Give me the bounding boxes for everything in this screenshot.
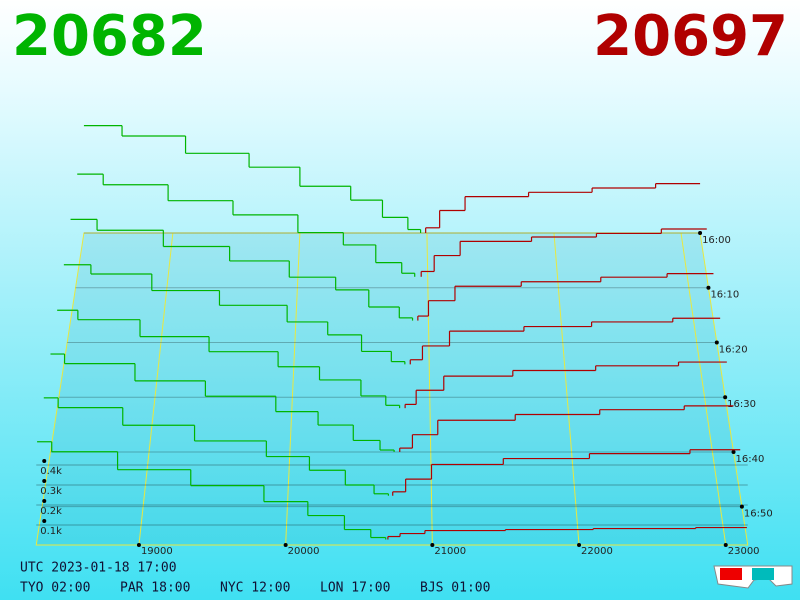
tick-dot	[42, 479, 47, 483]
tick-dot	[136, 543, 141, 547]
tick-dot	[739, 504, 744, 509]
tick-dot	[42, 499, 47, 503]
clock: PAR 18:00	[120, 581, 190, 596]
clock: TYO 02:00	[20, 581, 90, 596]
x-tick-label: 23000	[728, 546, 760, 557]
v-tick-label: 0.4k	[40, 466, 62, 477]
floor	[35, 232, 749, 546]
grid-line	[285, 232, 301, 546]
x-tick-label: 22000	[581, 546, 613, 557]
grid-line	[553, 232, 580, 546]
clock: BJS 01:00	[420, 581, 490, 596]
v-tick-label: 0.3k	[40, 486, 62, 497]
tick-dot	[706, 285, 711, 290]
z-tick-label: 16:40	[736, 454, 765, 465]
z-tick-label: 16:00	[702, 235, 731, 246]
tick-dot	[698, 231, 703, 235]
tick-dot	[577, 543, 582, 547]
tick-dot	[283, 543, 288, 547]
cyan-lens	[752, 568, 774, 580]
v-tick-label: 0.2k	[40, 506, 62, 517]
tick-dot	[42, 519, 47, 523]
grid-line	[138, 232, 174, 546]
x-tick-label: 19000	[141, 546, 173, 557]
x-tick-label: 21000	[434, 546, 466, 557]
z-tick-label: 16:20	[719, 344, 748, 355]
ask-price: 20697	[593, 4, 788, 69]
3d-glasses-icon	[713, 565, 793, 589]
tick-dot	[42, 459, 47, 463]
grid-line	[680, 232, 727, 546]
tick-dot	[723, 395, 728, 400]
x-tick-label: 20000	[288, 546, 320, 557]
tick-dot	[430, 543, 435, 547]
tick-dot	[714, 340, 719, 345]
clocks: TYO 02:00 PAR 18:00 NYC 12:00 LON 17:00 BJS …	[20, 581, 490, 596]
timestamp: UTC 2023-01-18 17:00	[20, 561, 177, 576]
grid-line	[426, 232, 433, 546]
red-lens	[720, 568, 742, 580]
z-tick-label: 16:30	[727, 399, 756, 410]
z-tick-label: 16:10	[710, 290, 739, 301]
tick-dot	[723, 543, 728, 547]
plot: 19000 20000 21000 22000 23000 16:00 16:10 16:20…	[35, 125, 773, 557]
z-tick-label: 16:50	[744, 509, 773, 520]
tick-dot	[731, 449, 736, 454]
v-tick-label: 0.1k	[40, 526, 62, 537]
bid-price: 20682	[12, 4, 207, 69]
clock: NYC 12:00	[220, 581, 290, 596]
clock: LON 17:00	[320, 581, 390, 596]
